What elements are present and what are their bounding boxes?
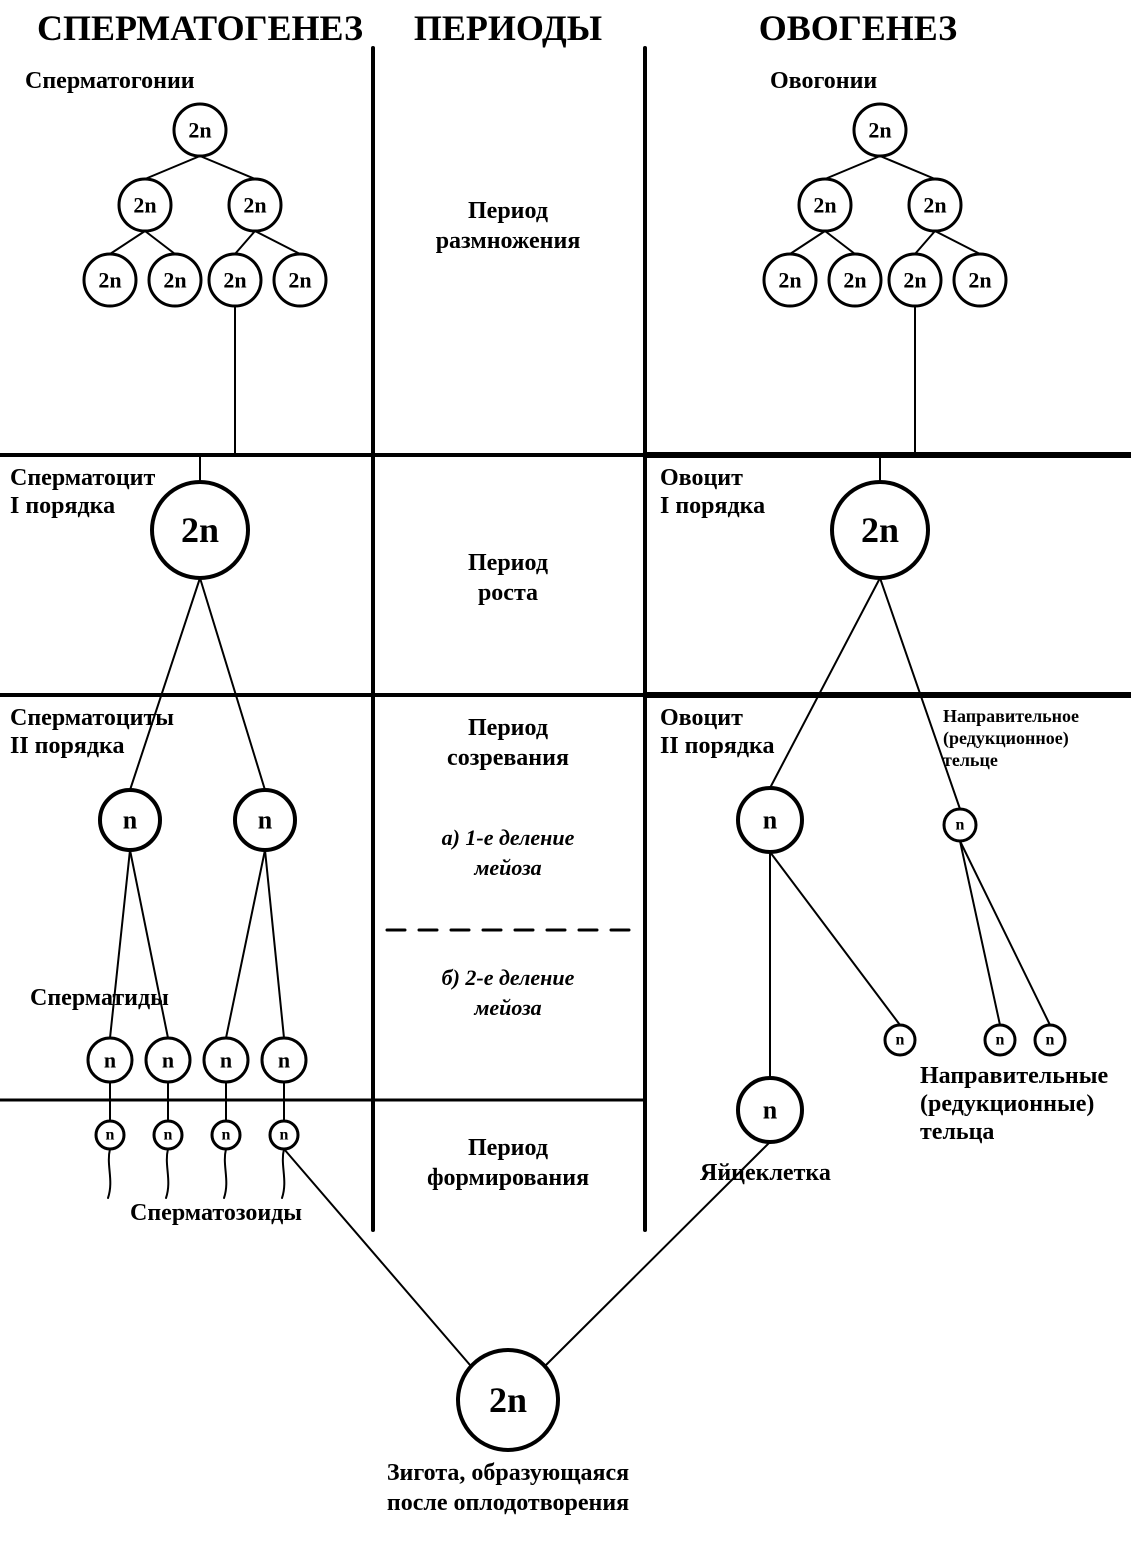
- svg-text:мейоза: мейоза: [473, 995, 541, 1020]
- svg-text:Овогонии: Овогонии: [770, 68, 877, 94]
- svg-text:размножения: размножения: [436, 228, 581, 254]
- svg-text:n: n: [123, 806, 138, 835]
- svg-text:n: n: [1046, 1032, 1055, 1049]
- svg-text:n: n: [996, 1032, 1005, 1049]
- svg-text:II порядка: II порядка: [10, 733, 124, 759]
- svg-text:после оплодотворения: после оплодотворения: [387, 1490, 629, 1516]
- svg-text:I порядка: I порядка: [660, 493, 765, 519]
- svg-text:n: n: [278, 1048, 290, 1073]
- svg-text:2n: 2n: [181, 510, 219, 550]
- svg-text:(редукционные): (редукционные): [920, 1091, 1094, 1117]
- svg-text:ПЕРИОДЫ: ПЕРИОДЫ: [414, 8, 602, 48]
- svg-text:n: n: [222, 1127, 231, 1144]
- svg-text:а) 1-е деление: а) 1-е деление: [442, 825, 575, 850]
- svg-text:2n: 2n: [843, 268, 866, 293]
- svg-text:I порядка: I порядка: [10, 493, 115, 519]
- svg-text:2n: 2n: [98, 268, 121, 293]
- svg-text:Период: Период: [468, 550, 548, 576]
- svg-text:n: n: [280, 1127, 289, 1144]
- svg-text:2n: 2n: [813, 193, 836, 218]
- svg-text:2n: 2n: [223, 268, 246, 293]
- svg-text:2n: 2n: [778, 268, 801, 293]
- svg-text:Период: Период: [468, 198, 548, 224]
- svg-text:мейоза: мейоза: [473, 855, 541, 880]
- svg-text:2n: 2n: [243, 193, 266, 218]
- svg-text:n: n: [162, 1048, 174, 1073]
- svg-text:n: n: [220, 1048, 232, 1073]
- svg-text:Овоцит: Овоцит: [660, 705, 743, 731]
- svg-text:Направительное: Направительное: [943, 706, 1079, 726]
- svg-text:Сперматозоиды: Сперматозоиды: [130, 1200, 302, 1226]
- svg-text:Сперматоциты: Сперматоциты: [10, 705, 174, 731]
- svg-text:n: n: [763, 806, 778, 835]
- svg-text:созревания: созревания: [447, 745, 569, 771]
- svg-text:Сперматоцит: Сперматоцит: [10, 465, 155, 491]
- svg-text:n: n: [106, 1127, 115, 1144]
- svg-text:СПЕРМАТОГЕНЕЗ: СПЕРМАТОГЕНЕЗ: [37, 8, 363, 48]
- svg-text:2n: 2n: [903, 268, 926, 293]
- svg-text:Зигота, образующаяся: Зигота, образующаяся: [387, 1460, 629, 1486]
- svg-text:б) 2-е деление: б) 2-е деление: [442, 965, 575, 990]
- svg-text:Яйцеклетка: Яйцеклетка: [700, 1160, 831, 1186]
- svg-text:n: n: [164, 1127, 173, 1144]
- svg-text:2n: 2n: [288, 268, 311, 293]
- svg-text:Период: Период: [468, 1135, 548, 1161]
- svg-text:тельца: тельца: [920, 1119, 994, 1145]
- svg-text:2n: 2n: [968, 268, 991, 293]
- svg-text:формирования: формирования: [427, 1165, 589, 1191]
- svg-text:тельце: тельце: [943, 750, 998, 770]
- svg-text:2n: 2n: [923, 193, 946, 218]
- svg-text:n: n: [956, 817, 965, 834]
- svg-text:n: n: [763, 1096, 778, 1125]
- svg-text:n: n: [104, 1048, 116, 1073]
- svg-text:роста: роста: [478, 580, 538, 606]
- svg-text:Направительные: Направительные: [920, 1063, 1108, 1089]
- svg-text:(редукционное): (редукционное): [943, 728, 1069, 749]
- svg-text:2n: 2n: [133, 193, 156, 218]
- svg-text:2n: 2n: [489, 1380, 527, 1420]
- svg-text:ОВОГЕНЕЗ: ОВОГЕНЕЗ: [759, 8, 957, 48]
- svg-text:Овоцит: Овоцит: [660, 465, 743, 491]
- svg-text:Сперматиды: Сперматиды: [30, 985, 169, 1011]
- svg-text:n: n: [258, 806, 273, 835]
- svg-text:2n: 2n: [868, 118, 891, 143]
- svg-text:2n: 2n: [163, 268, 186, 293]
- svg-text:Сперматогонии: Сперматогонии: [25, 68, 195, 94]
- svg-text:2n: 2n: [188, 118, 211, 143]
- svg-text:Период: Период: [468, 715, 548, 741]
- svg-text:2n: 2n: [861, 510, 899, 550]
- svg-text:n: n: [896, 1032, 905, 1049]
- svg-text:II порядка: II порядка: [660, 733, 774, 759]
